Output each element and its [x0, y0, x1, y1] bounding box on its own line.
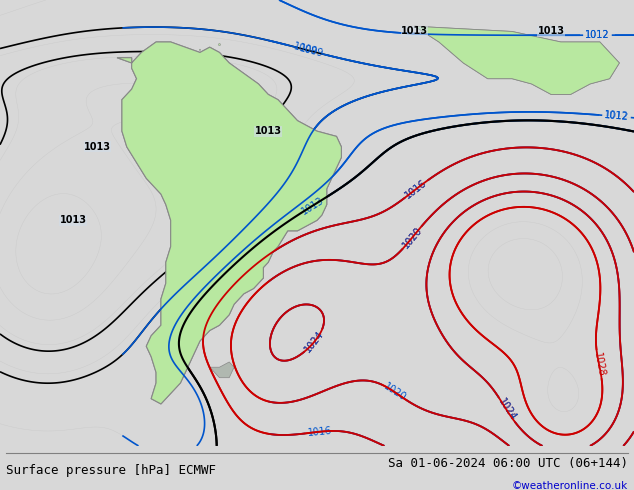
Text: 1016: 1016 [403, 177, 429, 200]
Text: 1013: 1013 [401, 26, 428, 36]
Text: 1013: 1013 [60, 215, 87, 225]
Text: 1020: 1020 [401, 225, 424, 250]
Text: 1020: 1020 [382, 381, 408, 403]
Circle shape [219, 44, 221, 46]
Text: 1012: 1012 [585, 30, 610, 40]
Text: 1009: 1009 [292, 42, 318, 57]
Text: 1013: 1013 [538, 26, 565, 36]
Text: 1012: 1012 [604, 110, 629, 122]
Text: ©weatheronline.co.uk: ©weatheronline.co.uk [512, 481, 628, 490]
Text: 1016: 1016 [403, 177, 429, 200]
Text: 1024: 1024 [496, 397, 518, 423]
Polygon shape [117, 42, 341, 404]
Polygon shape [210, 362, 234, 378]
Text: 1016: 1016 [307, 426, 332, 438]
Circle shape [141, 54, 142, 56]
Circle shape [170, 49, 172, 51]
Text: 1028: 1028 [592, 351, 606, 377]
Text: Surface pressure [hPa] ECMWF: Surface pressure [hPa] ECMWF [6, 464, 216, 477]
Text: 1013: 1013 [255, 126, 281, 136]
Text: 1020: 1020 [401, 225, 424, 250]
Text: 1012: 1012 [585, 30, 610, 40]
Polygon shape [117, 42, 341, 404]
Text: 1024: 1024 [496, 397, 518, 423]
Text: Sa 01-06-2024 06:00 UTC (06+144): Sa 01-06-2024 06:00 UTC (06+144) [387, 457, 628, 470]
Text: 1024: 1024 [303, 329, 327, 354]
Text: 1013: 1013 [300, 195, 326, 216]
Circle shape [199, 49, 200, 50]
Text: 1012: 1012 [604, 110, 629, 122]
Circle shape [190, 51, 191, 52]
Polygon shape [415, 26, 619, 95]
Circle shape [179, 51, 181, 53]
Text: 1013: 1013 [300, 195, 326, 216]
Polygon shape [415, 26, 619, 95]
Text: 1009: 1009 [299, 43, 325, 59]
Text: 1013: 1013 [84, 142, 111, 152]
Circle shape [209, 48, 210, 49]
Circle shape [153, 47, 155, 49]
Text: 1024: 1024 [303, 329, 327, 354]
